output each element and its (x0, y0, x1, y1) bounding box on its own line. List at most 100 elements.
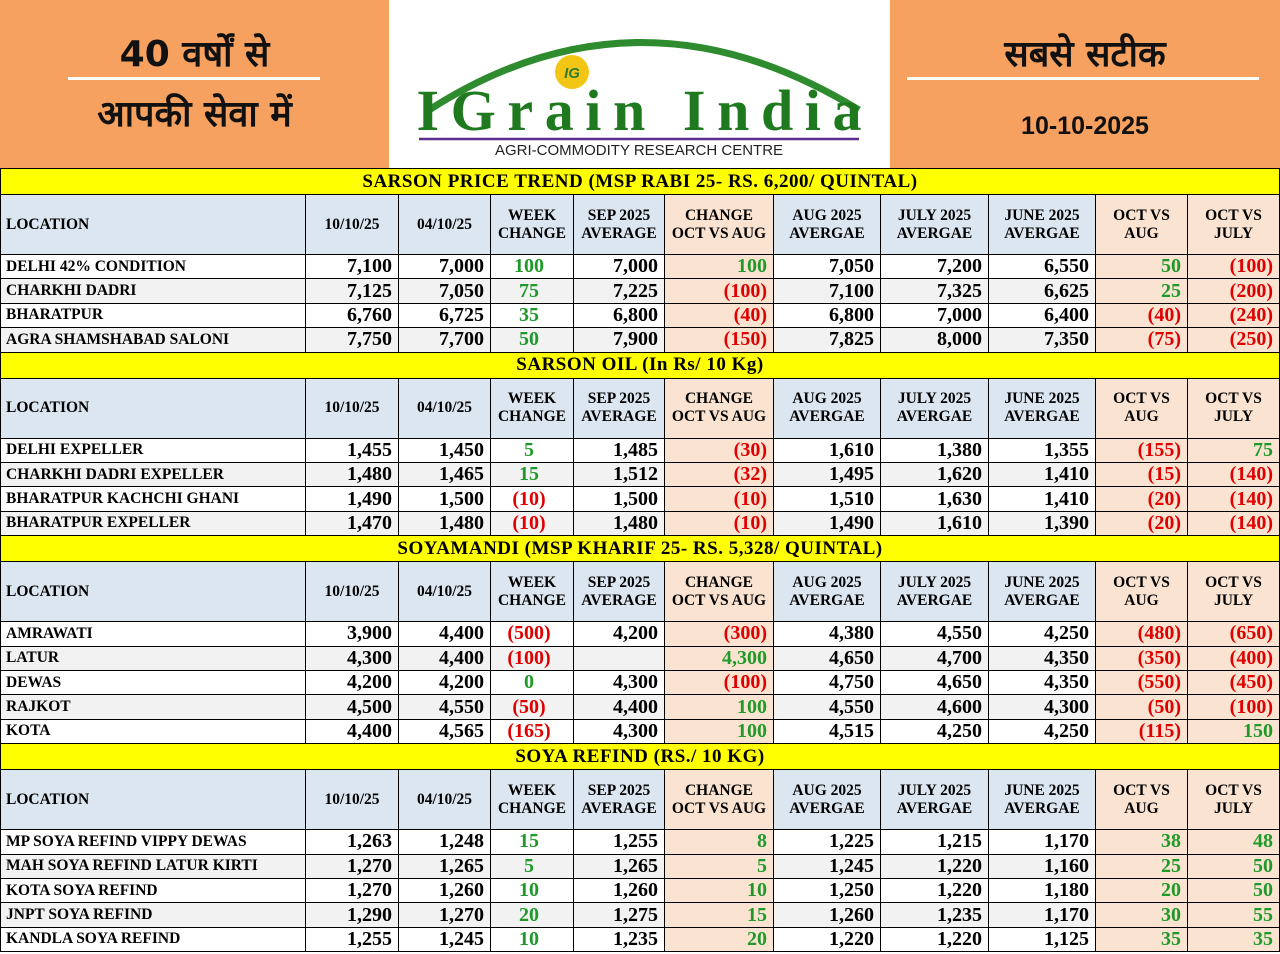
column-header: CHANGE OCT VS AUG (664, 561, 774, 623)
value-cell: 1,235 (573, 926, 665, 953)
value-cell: 6,760 (305, 302, 399, 329)
value-cell: 7,125 (305, 278, 399, 304)
value-cell: 10 (490, 878, 574, 904)
column-header: OCT VS JULY (1187, 377, 1280, 439)
column-header: JULY 2025 AVERGAE (880, 377, 989, 439)
value-cell: 4,500 (305, 694, 399, 720)
value-cell: 1,263 (305, 829, 399, 855)
value-cell: 1,485 (573, 437, 665, 463)
value-cell: 1,480 (305, 462, 399, 488)
value-cell: 5 (490, 437, 574, 463)
column-header: JUNE 2025 AVERGAE (988, 194, 1096, 255)
value-cell: 4,700 (880, 645, 989, 671)
column-header: OCT VS AUG (1095, 561, 1188, 623)
column-header: LOCATION (0, 769, 306, 831)
column-header: 04/10/25 (398, 194, 491, 255)
value-cell: (50) (1095, 694, 1188, 720)
value-cell: 7,000 (398, 254, 491, 280)
column-header: SEP 2025 AVERAGE (573, 561, 665, 623)
value-cell: 35 (1095, 926, 1188, 953)
column-header: 10/10/25 (305, 194, 399, 255)
value-cell: 1,410 (988, 462, 1096, 488)
value-cell: (100) (664, 670, 774, 696)
value-cell: 1,245 (773, 853, 881, 879)
column-header: OCT VS JULY (1187, 194, 1280, 255)
value-cell: 1,270 (398, 902, 491, 928)
value-cell: (100) (1187, 254, 1280, 280)
value-cell: (100) (490, 645, 574, 671)
value-cell: 0 (490, 670, 574, 696)
value-cell: 4,350 (988, 645, 1096, 671)
location: DELHI EXPELLER (0, 437, 306, 463)
divider (907, 77, 1259, 80)
column-header: LOCATION (0, 194, 306, 255)
value-cell: 1,500 (573, 486, 665, 512)
value-cell: 100 (664, 718, 774, 745)
value-cell: (200) (1187, 278, 1280, 304)
column-header: 10/10/25 (305, 769, 399, 831)
value-cell: 1,480 (573, 510, 665, 537)
value-cell: 20 (664, 926, 774, 953)
column-header: JULY 2025 AVERGAE (880, 561, 989, 623)
column-header: JULY 2025 AVERGAE (880, 194, 989, 255)
value-cell: 4,565 (398, 718, 491, 745)
value-cell: 1,260 (573, 878, 665, 904)
value-cell: 8,000 (880, 327, 989, 353)
value-cell: 1,265 (398, 853, 491, 879)
value-cell: (140) (1187, 486, 1280, 512)
value-cell: 1,610 (880, 510, 989, 537)
value-cell: 4,250 (880, 718, 989, 745)
column-header: LOCATION (0, 377, 306, 439)
column-header: OCT VS AUG (1095, 377, 1188, 439)
value-cell: 6,725 (398, 302, 491, 329)
location: AMRAWATI (0, 621, 306, 647)
value-cell: 48 (1187, 829, 1280, 855)
value-cell: 1,248 (398, 829, 491, 855)
value-cell: 1,180 (988, 878, 1096, 904)
value-cell: 4,300 (573, 670, 665, 696)
value-cell: 100 (664, 254, 774, 280)
value-cell: 1,220 (880, 878, 989, 904)
value-cell: 4,380 (773, 621, 881, 647)
value-cell: (10) (490, 510, 574, 537)
divider (68, 77, 320, 80)
location: KANDLA SOYA REFIND (0, 926, 306, 953)
location: BHARATPUR EXPELLER (0, 510, 306, 537)
value-cell: 6,400 (988, 302, 1096, 329)
value-cell: (480) (1095, 621, 1188, 647)
value-cell: 8 (664, 829, 774, 855)
value-cell: 6,625 (988, 278, 1096, 304)
value-cell: (20) (1095, 486, 1188, 512)
column-header: JUNE 2025 AVERGAE (988, 561, 1096, 623)
right-title: सबसे सटीक (1004, 34, 1166, 75)
value-cell: 1,510 (773, 486, 881, 512)
value-cell: 100 (490, 254, 574, 280)
location: KOTA (0, 718, 306, 745)
value-cell: 20 (490, 902, 574, 928)
value-cell: 1,170 (988, 829, 1096, 855)
value-cell: 1,410 (988, 486, 1096, 512)
value-cell: 4,650 (880, 670, 989, 696)
section-title: SOYAMANDI (MSP KHARIF 25- RS. 5,328/ QUI… (0, 535, 1280, 563)
value-cell: 4,200 (573, 621, 665, 647)
value-cell: 1,610 (773, 437, 881, 463)
value-cell: 5 (490, 853, 574, 879)
logo: IG IGrain India AGRI-COMMODITY RESEARCH … (389, 0, 890, 168)
column-header: OCT VS AUG (1095, 194, 1188, 255)
location: AGRA SHAMSHABAD SALONI (0, 327, 306, 353)
value-cell: 1,500 (398, 486, 491, 512)
value-cell: 1,465 (398, 462, 491, 488)
value-cell: 4,515 (773, 718, 881, 745)
value-cell: (30) (664, 437, 774, 463)
value-cell: 100 (664, 694, 774, 720)
value-cell: (550) (1095, 670, 1188, 696)
column-header: 04/10/25 (398, 561, 491, 623)
value-cell: 50 (1187, 878, 1280, 904)
date: 10-10-2025 (1021, 112, 1149, 140)
value-cell (573, 645, 665, 671)
value-cell: (140) (1187, 510, 1280, 537)
value-cell: 4,300 (305, 645, 399, 671)
value-cell: 1,450 (398, 437, 491, 463)
section-title: SARSON OIL (In Rs/ 10 Kg) (0, 351, 1280, 379)
